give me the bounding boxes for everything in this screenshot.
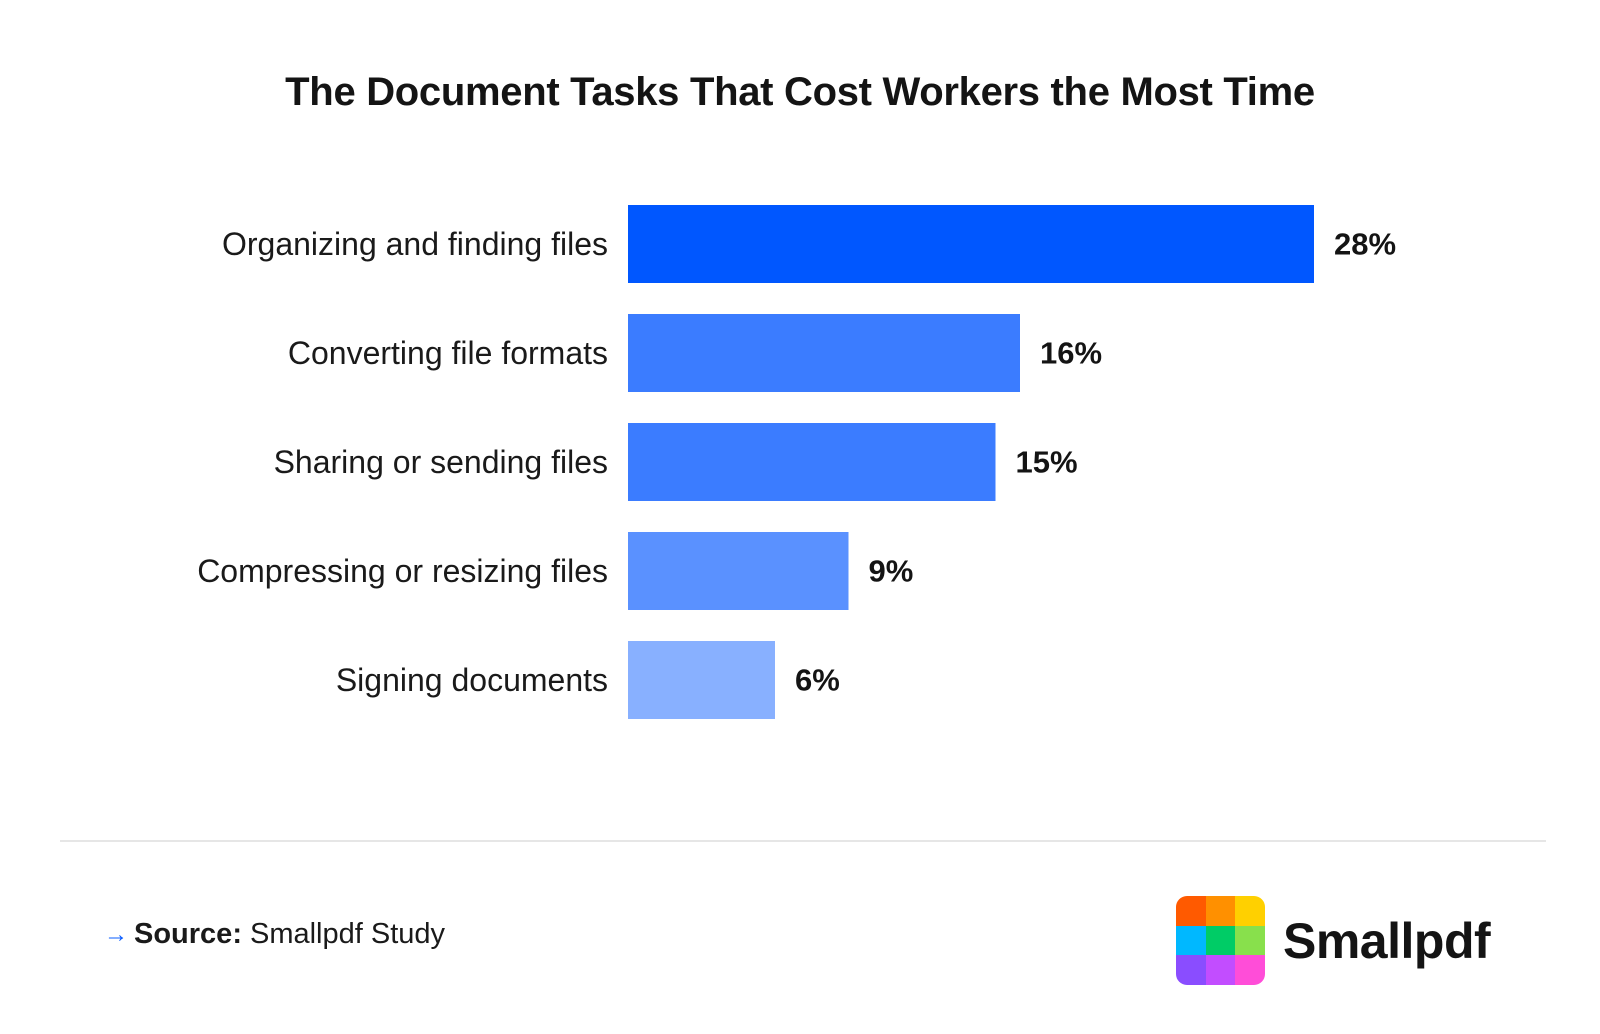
divider — [60, 840, 1546, 842]
arrow-right-icon: → — [104, 920, 128, 948]
value-label: 9% — [869, 554, 914, 589]
logo-cell — [1176, 955, 1206, 985]
bar-chart: Organizing and finding files 28% Convertin… — [197, 205, 1396, 719]
bar — [628, 641, 775, 719]
source-note: → Source: Smallpdf Study — [104, 918, 445, 951]
bar — [628, 532, 849, 610]
logo-cell — [1176, 896, 1206, 926]
bar — [628, 205, 1314, 283]
value-label: 15% — [1016, 445, 1078, 480]
category-label: Converting file formats — [288, 335, 608, 371]
category-label: Signing documents — [336, 662, 608, 698]
logo-cell — [1235, 896, 1265, 926]
bar — [628, 314, 1020, 392]
logo-cell — [1176, 925, 1206, 956]
chart-title: The Document Tasks That Cost Workers the… — [285, 70, 1315, 114]
logo-cell — [1235, 925, 1265, 956]
logo-cell — [1205, 896, 1236, 926]
logo-cell — [1235, 955, 1265, 985]
logo-cell — [1205, 925, 1236, 956]
logo-cell — [1205, 955, 1236, 985]
source-label: Source: — [134, 918, 242, 950]
value-label: 6% — [795, 663, 840, 698]
brand: Smallpdf — [1176, 896, 1491, 985]
category-label: Compressing or resizing files — [197, 553, 608, 589]
source-text: Smallpdf Study — [249, 918, 446, 950]
brand-name: Smallpdf — [1283, 912, 1491, 969]
category-label: Sharing or sending files — [274, 444, 608, 480]
value-label: 16% — [1040, 336, 1102, 371]
bar — [628, 423, 996, 501]
value-label: 28% — [1334, 227, 1396, 262]
category-label: Organizing and finding files — [222, 226, 608, 262]
smallpdf-logo-icon — [1176, 896, 1265, 985]
